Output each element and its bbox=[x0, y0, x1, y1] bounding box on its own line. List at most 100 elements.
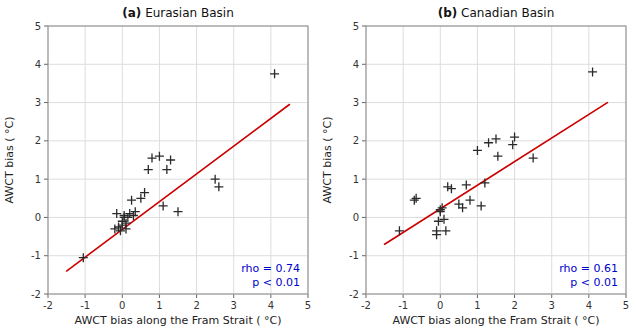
point bbox=[484, 138, 493, 147]
tick-y bbox=[362, 64, 366, 65]
tick-label-x: 2 bbox=[193, 300, 199, 311]
title-bold: (b) bbox=[438, 6, 458, 20]
point bbox=[436, 207, 445, 216]
tick-x bbox=[48, 294, 49, 298]
tick-x bbox=[85, 294, 86, 298]
point bbox=[480, 178, 489, 187]
x-axis-label: AWCT bias along the Fram Strait ( °C) bbox=[393, 314, 600, 327]
point bbox=[162, 165, 171, 174]
tick-label-x: 5 bbox=[623, 300, 629, 311]
title-bold: (a) bbox=[122, 6, 141, 20]
tick-label-x: 4 bbox=[268, 300, 274, 311]
tick-y bbox=[362, 140, 366, 141]
tick-label-y: 5 bbox=[35, 21, 41, 32]
point bbox=[508, 140, 517, 149]
tick-label-x: 5 bbox=[305, 300, 311, 311]
point bbox=[148, 154, 157, 163]
grid-line-y bbox=[366, 217, 626, 218]
point bbox=[492, 134, 501, 143]
grid-line-x bbox=[551, 26, 552, 294]
grid-line-x bbox=[122, 26, 123, 294]
point bbox=[214, 182, 223, 191]
point bbox=[155, 152, 164, 161]
grid-line-y bbox=[48, 217, 308, 218]
tick-y bbox=[44, 102, 48, 103]
tick-label-y: 2 bbox=[35, 135, 41, 146]
regression-line bbox=[67, 104, 290, 271]
annotation: rho = 0.74 bbox=[241, 262, 300, 275]
figure: -2-1012345-2-1012345rho = 0.74p < 0.01(a… bbox=[0, 0, 636, 332]
point bbox=[529, 154, 538, 163]
point bbox=[166, 156, 175, 165]
tick-label-x: 1 bbox=[156, 300, 162, 311]
tick-x bbox=[233, 294, 234, 298]
point bbox=[432, 230, 441, 239]
grid-line-y bbox=[366, 179, 626, 180]
point bbox=[438, 203, 447, 212]
tick-y bbox=[44, 217, 48, 218]
tick-label-x: 3 bbox=[231, 300, 237, 311]
tick-label-x: 3 bbox=[549, 300, 555, 311]
point bbox=[462, 180, 471, 189]
tick-label-y: 0 bbox=[35, 212, 41, 223]
point bbox=[440, 215, 449, 224]
point bbox=[270, 69, 279, 78]
point bbox=[79, 253, 88, 262]
point bbox=[174, 207, 183, 216]
point bbox=[159, 201, 168, 210]
grid-line-x bbox=[196, 26, 197, 294]
point bbox=[122, 219, 131, 228]
tick-label-y: 4 bbox=[353, 59, 359, 70]
grid-line-x bbox=[514, 26, 515, 294]
tick-x bbox=[477, 294, 478, 298]
point bbox=[510, 133, 519, 142]
title: (a) Eurasian Basin bbox=[122, 6, 234, 20]
tick-y bbox=[362, 26, 366, 27]
point bbox=[127, 196, 136, 205]
point bbox=[116, 226, 125, 235]
tick-x bbox=[514, 294, 515, 298]
title-normal: Eurasian Basin bbox=[141, 6, 233, 20]
grid-line-y bbox=[366, 255, 626, 256]
grid-line-x bbox=[440, 26, 441, 294]
point bbox=[441, 226, 450, 235]
y-axis-label: AWCT bias ( °C) bbox=[321, 117, 334, 204]
tick-label-y: 3 bbox=[35, 97, 41, 108]
tick-label-x: 0 bbox=[119, 300, 125, 311]
tick-label-x: 1 bbox=[474, 300, 480, 311]
grid-line-x bbox=[85, 26, 86, 294]
grid-line-y bbox=[366, 102, 626, 103]
tick-y bbox=[44, 294, 48, 295]
tick-label-y: 4 bbox=[35, 59, 41, 70]
point bbox=[410, 196, 419, 205]
point bbox=[144, 165, 153, 174]
grid-line-y bbox=[48, 140, 308, 141]
tick-label-x: 0 bbox=[437, 300, 443, 311]
tick-label-x: -1 bbox=[398, 300, 408, 311]
plot-frame bbox=[48, 26, 308, 294]
grid-line-y bbox=[48, 102, 308, 103]
tick-label-y: 0 bbox=[353, 212, 359, 223]
tick-y bbox=[44, 255, 48, 256]
annotation: rho = 0.61 bbox=[559, 262, 618, 275]
marks bbox=[385, 67, 608, 244]
tick-y bbox=[362, 102, 366, 103]
point bbox=[447, 184, 456, 193]
point bbox=[412, 194, 421, 203]
point bbox=[458, 203, 467, 212]
tick-label-y: 2 bbox=[353, 135, 359, 146]
tick-x bbox=[122, 294, 123, 298]
tick-y bbox=[362, 179, 366, 180]
y-axis-label: AWCT bias ( °C) bbox=[3, 117, 16, 204]
regression-line bbox=[385, 103, 608, 245]
point bbox=[493, 152, 502, 161]
tick-label-y: 1 bbox=[353, 174, 359, 185]
tick-label-y: -1 bbox=[31, 250, 41, 261]
marks bbox=[67, 69, 290, 271]
tick-x bbox=[588, 294, 589, 298]
tick-label-y: -1 bbox=[349, 250, 359, 261]
point bbox=[112, 209, 121, 218]
title-normal: Canadian Basin bbox=[457, 6, 554, 20]
plot-frame bbox=[366, 26, 626, 294]
tick-x bbox=[403, 294, 404, 298]
